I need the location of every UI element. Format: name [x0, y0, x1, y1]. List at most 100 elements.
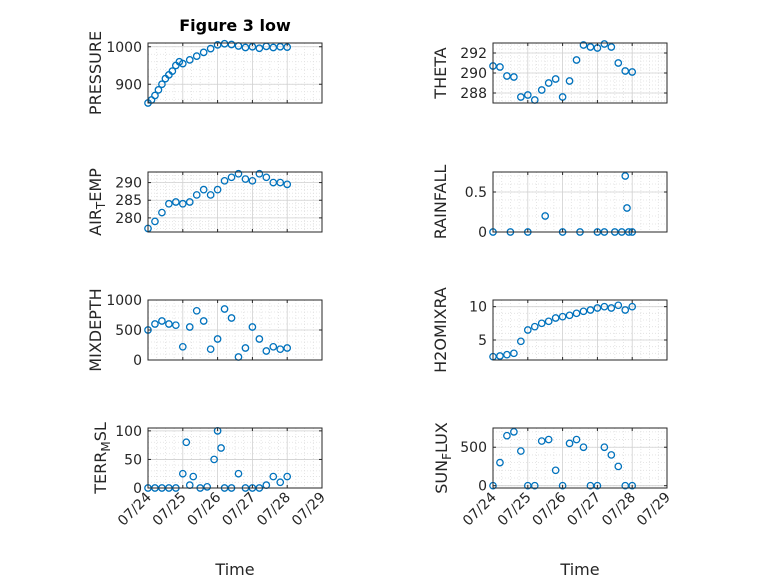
data-point: [276, 178, 285, 187]
data-point: [523, 326, 532, 334]
y-tick-label: 1000: [106, 40, 142, 56]
data-point: [206, 191, 215, 199]
data-point: [516, 337, 525, 346]
data-point: [168, 67, 177, 75]
subplot-h2omixra: 5 10 H2OMIXRA: [431, 287, 668, 373]
x-tick-label: 07/24: [460, 489, 500, 529]
minor-grid: [148, 171, 322, 233]
series-sun_flux: [489, 427, 637, 490]
data-point: [614, 462, 623, 471]
data-point: [234, 469, 243, 478]
series-air_temp: [144, 169, 292, 233]
data-point: [185, 323, 194, 331]
ticks: [147, 428, 323, 489]
data-point: [262, 173, 271, 182]
data-point: [269, 342, 278, 351]
data-point: [182, 438, 191, 447]
data-point: [185, 56, 194, 64]
data-point: [171, 198, 180, 206]
y-tick-label: 290: [115, 176, 142, 192]
y-tick-label: 0: [478, 479, 487, 495]
data-point: [523, 91, 532, 99]
data-point: [579, 41, 588, 49]
y-tick-label: 0: [478, 225, 487, 241]
x-axis-label: Time: [214, 560, 254, 579]
y-label-part: EMP: [86, 168, 105, 202]
major-grid: [147, 172, 323, 232]
data-point: [551, 314, 560, 322]
data-point: [206, 345, 215, 354]
major-grid: [492, 43, 668, 103]
data-point: [213, 185, 222, 194]
data-point: [607, 451, 616, 459]
data-point: [241, 175, 250, 183]
data-point: [503, 350, 511, 359]
data-point: [572, 435, 581, 444]
minor-grid: [148, 428, 322, 489]
data-point: [579, 307, 588, 316]
y-label-part: AIR: [86, 209, 105, 236]
data-point: [165, 320, 173, 328]
y-tick-label: 500: [115, 323, 142, 339]
axes-box: [492, 171, 668, 233]
data-point: [537, 319, 546, 328]
data-point: [220, 305, 229, 313]
x-tick-label: 07/29: [634, 490, 674, 530]
y-tick-label: 900: [115, 77, 142, 93]
data-point: [158, 208, 166, 217]
data-point: [600, 443, 609, 452]
data-point: [199, 48, 208, 57]
data-point: [628, 302, 637, 311]
data-point: [516, 447, 525, 455]
y-tick-label: 0: [133, 353, 142, 369]
data-point: [496, 352, 504, 360]
data-point: [551, 75, 560, 83]
data-point: [537, 437, 546, 445]
data-point: [248, 176, 257, 185]
x-tick-label: 07/26: [185, 489, 225, 529]
y-label-part: SUN: [432, 460, 451, 494]
data-point: [154, 86, 163, 94]
data-point: [189, 472, 198, 481]
y-label-part: TERR: [91, 452, 110, 495]
data-point: [510, 427, 518, 436]
y-tick-label: 292: [460, 46, 487, 62]
ticks: [492, 43, 668, 103]
data-point: [503, 72, 511, 80]
data-point: [614, 59, 623, 67]
data-point: [283, 344, 292, 352]
data-point: [178, 59, 187, 68]
data-point: [607, 304, 616, 312]
data-point: [572, 309, 581, 318]
data-point: [283, 180, 292, 189]
data-point: [530, 322, 539, 331]
data-point: [628, 481, 637, 490]
data-point: [165, 199, 173, 208]
data-point: [623, 204, 631, 212]
data-point: [178, 199, 187, 208]
ticks: [492, 428, 668, 488]
subplot-terr_msl: 050100TERRMSL07/2407/2507/2607/2707/2807…: [91, 422, 329, 579]
data-point: [192, 52, 201, 60]
axes-box: [492, 427, 668, 489]
y-tick-label: 280: [115, 211, 142, 227]
data-point: [510, 73, 518, 81]
data-point: [255, 335, 264, 343]
data-point: [269, 472, 278, 481]
y-axis-label: RAINFALL: [431, 165, 450, 240]
data-point: [210, 455, 218, 464]
data-point: [558, 481, 567, 490]
data-point: [510, 349, 518, 358]
y-label-subscript: T: [94, 201, 108, 210]
data-point: [572, 56, 581, 64]
data-point: [151, 217, 159, 226]
series-h2omixra: [489, 301, 637, 361]
subplot-rainfall: 0 0.5 RAINFALL: [431, 165, 668, 241]
data-point: [600, 302, 609, 311]
y-tick-label: 285: [115, 193, 142, 209]
ticks: [492, 172, 668, 233]
data-point: [516, 93, 525, 101]
ticks: [492, 300, 668, 360]
